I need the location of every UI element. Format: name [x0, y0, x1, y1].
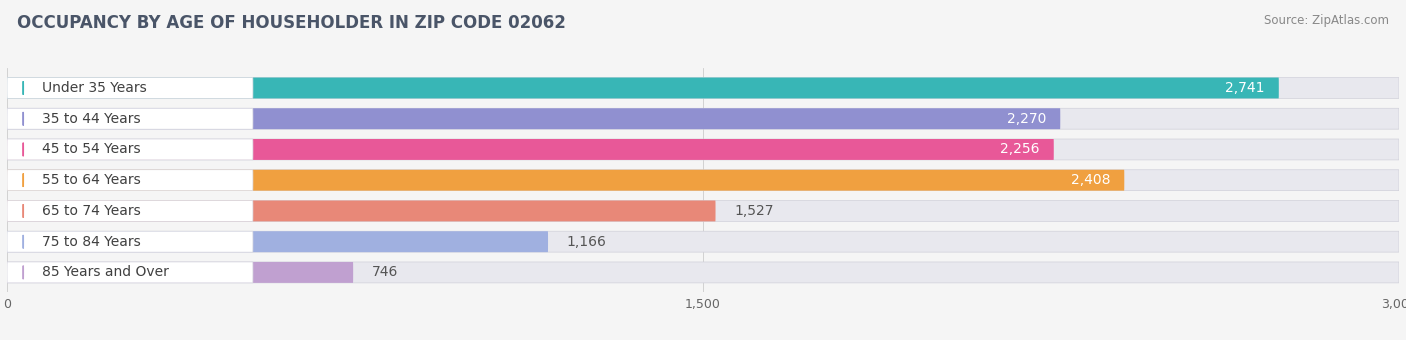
- FancyBboxPatch shape: [7, 78, 253, 99]
- FancyBboxPatch shape: [7, 231, 1399, 252]
- Text: OCCUPANCY BY AGE OF HOUSEHOLDER IN ZIP CODE 02062: OCCUPANCY BY AGE OF HOUSEHOLDER IN ZIP C…: [17, 14, 565, 32]
- Text: 2,256: 2,256: [1000, 142, 1040, 156]
- FancyBboxPatch shape: [7, 262, 353, 283]
- Text: 45 to 54 Years: 45 to 54 Years: [42, 142, 141, 156]
- FancyBboxPatch shape: [7, 231, 253, 252]
- FancyBboxPatch shape: [7, 201, 716, 221]
- FancyBboxPatch shape: [7, 139, 1053, 160]
- Text: 55 to 64 Years: 55 to 64 Years: [42, 173, 141, 187]
- FancyBboxPatch shape: [7, 108, 253, 129]
- FancyBboxPatch shape: [7, 78, 1399, 99]
- Text: 2,741: 2,741: [1226, 81, 1265, 95]
- FancyBboxPatch shape: [7, 201, 253, 221]
- FancyBboxPatch shape: [7, 170, 253, 191]
- FancyBboxPatch shape: [7, 139, 253, 160]
- Text: 65 to 74 Years: 65 to 74 Years: [42, 204, 141, 218]
- Text: 85 Years and Over: 85 Years and Over: [42, 266, 169, 279]
- FancyBboxPatch shape: [7, 231, 548, 252]
- FancyBboxPatch shape: [7, 139, 1399, 160]
- Text: Source: ZipAtlas.com: Source: ZipAtlas.com: [1264, 14, 1389, 27]
- FancyBboxPatch shape: [7, 108, 1060, 129]
- FancyBboxPatch shape: [7, 170, 1125, 191]
- FancyBboxPatch shape: [7, 262, 1399, 283]
- Text: 2,408: 2,408: [1071, 173, 1111, 187]
- FancyBboxPatch shape: [7, 78, 1279, 99]
- Text: 75 to 84 Years: 75 to 84 Years: [42, 235, 141, 249]
- FancyBboxPatch shape: [7, 170, 1399, 191]
- FancyBboxPatch shape: [7, 201, 1399, 221]
- Text: 1,527: 1,527: [734, 204, 773, 218]
- FancyBboxPatch shape: [7, 108, 1399, 129]
- FancyBboxPatch shape: [7, 262, 253, 283]
- Text: 35 to 44 Years: 35 to 44 Years: [42, 112, 141, 126]
- Text: Under 35 Years: Under 35 Years: [42, 81, 146, 95]
- Text: 1,166: 1,166: [567, 235, 606, 249]
- Text: 2,270: 2,270: [1007, 112, 1046, 126]
- Text: 746: 746: [371, 266, 398, 279]
